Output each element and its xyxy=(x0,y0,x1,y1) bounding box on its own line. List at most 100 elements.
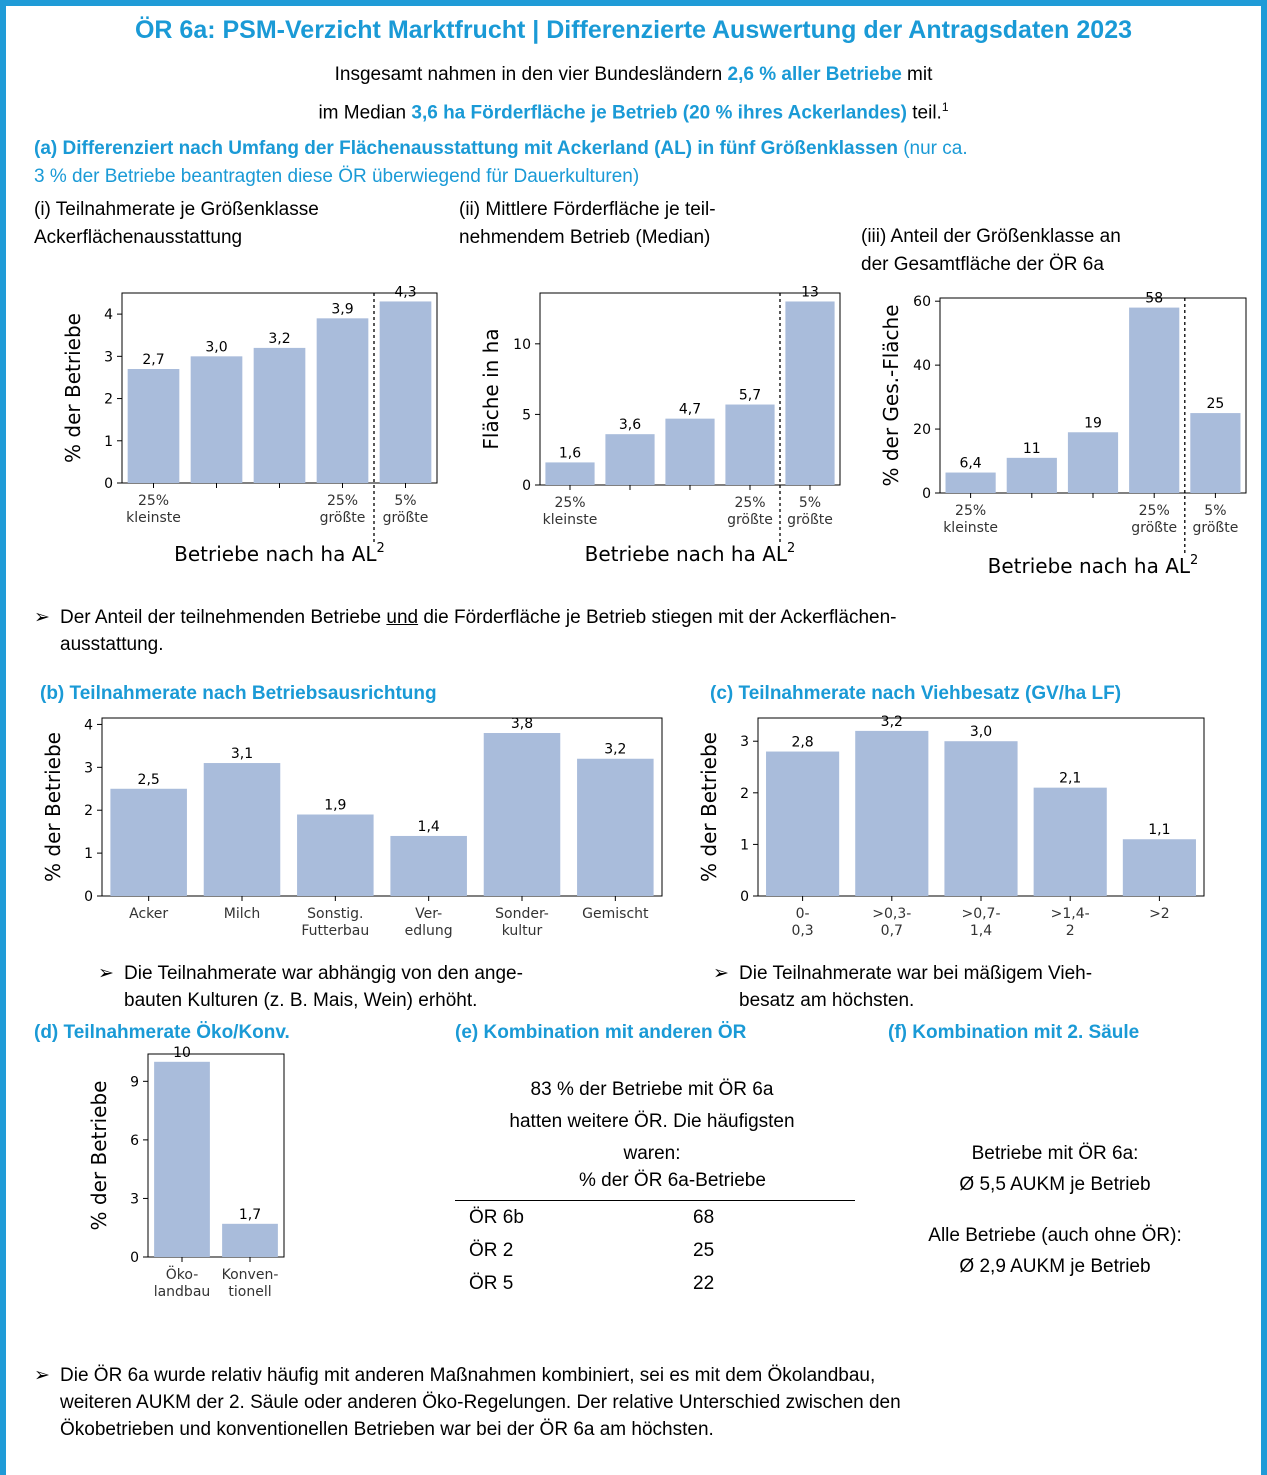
caption-line: (iii) Anteil der Größenklasse an xyxy=(861,226,1121,247)
bullet-text: Die Teilnahmerate war abhängig von den a… xyxy=(124,963,523,984)
bar-value-label: 2,5 xyxy=(138,772,160,788)
intro-text: mit xyxy=(901,64,933,85)
y-axis-label: % der Ges.-Fläche xyxy=(879,304,903,486)
intro-text: Insgesamt nahmen in den vier Bundeslände… xyxy=(334,64,728,85)
intro-line-1: Insgesamt nahmen in den vier Bundeslände… xyxy=(0,62,1267,88)
y-tick-label: 4 xyxy=(84,717,93,733)
bar xyxy=(110,788,187,896)
arrow-bullet-icon: ➢ xyxy=(34,1365,50,1386)
y-axis-label: Fläche in ha xyxy=(479,328,503,449)
y-tick-label: 2 xyxy=(84,803,93,819)
y-tick-label: 60 xyxy=(913,294,931,310)
y-tick-label: 10 xyxy=(513,337,531,353)
chart-d: 0 3 6 9 10 Öko-landbau 1,7 Konven-tionell % der … xyxy=(87,1046,285,1300)
bullet-text: besatz am höchsten. xyxy=(739,990,915,1011)
bullet-text: weiteren AUKM der 2. Säule oder anderen … xyxy=(60,1392,901,1413)
intro-line-2: im Median 3,6 ha Förderfläche je Betrieb… xyxy=(0,94,1267,126)
caption-line: (i) Teilnahmerate je Größenklasse xyxy=(34,199,319,220)
x-tick-label: Futterbau xyxy=(301,923,369,939)
y-tick-label: 40 xyxy=(913,358,931,374)
bar xyxy=(785,301,835,485)
bar xyxy=(190,356,243,483)
bullet-b: ➢ Die Teilnahmerate war abhängig von den … xyxy=(98,960,523,1014)
bullet-text: bauten Kulturen (z. B. Mais, Wein) erhöh… xyxy=(124,990,478,1011)
bullet-text: Die Teilnahmerate war bei mäßigem Vieh- xyxy=(739,963,1093,984)
table-row-name: ÖR 2 xyxy=(469,1240,514,1261)
table-row-value: 22 xyxy=(693,1273,715,1294)
bar xyxy=(766,751,840,896)
bar-value-label: 3,9 xyxy=(331,301,353,317)
x-tick-label: Konven- xyxy=(222,1267,279,1283)
x-tick-label: 5% xyxy=(1204,503,1226,519)
y-tick-label: 9 xyxy=(130,1074,139,1090)
section-e-text: 83 % der Betriebe mit ÖR 6a hatten weite… xyxy=(448,1074,856,1170)
arrow-bullet-icon: ➢ xyxy=(98,963,114,984)
chart-a-i: 012342,725%kleinste3,03,23,925%größte4,3… xyxy=(61,284,438,566)
y-tick-label: 6 xyxy=(130,1133,139,1149)
section-f-line: Ø 2,9 AUKM je Betrieb xyxy=(959,1256,1151,1277)
bar xyxy=(577,758,654,896)
y-tick-label: 3 xyxy=(84,760,93,776)
chart-a-iii: 02040606,425%kleinste11195825%größte255%… xyxy=(879,291,1247,578)
bar-value-label: 1,9 xyxy=(324,798,346,814)
section-a-heading: (a) Differenziert nach Umfang der Fläche… xyxy=(34,135,1264,191)
bar xyxy=(945,472,996,493)
plot-frame xyxy=(147,1053,285,1258)
x-tick-label: kultur xyxy=(502,923,543,939)
x-axis-label: Betriebe nach ha AL2 xyxy=(174,541,385,566)
section-b-heading: (b) Teilnahmerate nach Betriebsausrichtu… xyxy=(40,683,437,704)
bar xyxy=(1067,432,1119,493)
section-a-note: (nur ca. xyxy=(897,138,968,159)
bar xyxy=(605,434,655,485)
y-axis-label: % der Betriebe xyxy=(41,732,65,882)
bar xyxy=(1006,457,1057,493)
x-tick-label: kleinste xyxy=(543,512,598,528)
bar-value-label: 2,8 xyxy=(791,735,813,751)
x-tick-label: größte xyxy=(727,512,773,528)
bar xyxy=(379,301,432,483)
y-tick-label: 2 xyxy=(740,786,749,802)
y-tick-label: 0 xyxy=(84,889,93,905)
section-f-line: Alle Betriebe (auch ohne ÖR): xyxy=(928,1225,1182,1246)
bullet-text: Der Anteil der teilnehmenden Betriebe xyxy=(60,607,387,628)
bar-value-label: 3,6 xyxy=(619,417,641,433)
bar xyxy=(1122,839,1196,896)
x-tick-label: tionell xyxy=(228,1284,271,1300)
x-tick-label: >0,7- xyxy=(961,906,1000,922)
x-tick-label: 25% xyxy=(327,493,358,509)
x-tick-label: 0,7 xyxy=(881,923,903,939)
y-tick-label: 4 xyxy=(104,307,113,323)
bar-value-label: 13 xyxy=(801,284,819,300)
page-title: ÖR 6a: PSM-Verzicht Marktfrucht | Differ… xyxy=(134,16,1133,44)
x-tick-label: edlung xyxy=(405,923,453,939)
bar xyxy=(154,1061,210,1257)
bar xyxy=(1190,413,1241,493)
section-e-line: 83 % der Betriebe mit ÖR 6a xyxy=(530,1079,774,1100)
y-axis-label: % der Betriebe xyxy=(61,313,85,463)
bar-value-label: 4,7 xyxy=(679,402,701,418)
bar-value-label: 10 xyxy=(173,1046,191,1061)
x-tick-label: größte xyxy=(787,512,833,528)
x-tick-label: 0,3 xyxy=(791,923,813,939)
y-tick-label: 5 xyxy=(522,407,531,423)
arrow-bullet-icon: ➢ xyxy=(34,607,50,628)
table-row-value: 68 xyxy=(693,1207,715,1228)
x-tick-label: landbau xyxy=(154,1284,211,1300)
caption-line: (ii) Mittlere Förderfläche je teil- xyxy=(459,199,716,220)
y-tick-label: 0 xyxy=(740,889,749,905)
y-tick-label: 20 xyxy=(913,422,931,438)
bar-value-label: 11 xyxy=(1023,441,1041,457)
x-tick-label: Milch xyxy=(224,906,260,922)
section-f-heading: (f) Kombination mit 2. Säule xyxy=(888,1022,1140,1043)
bar-value-label: 19 xyxy=(1084,415,1102,431)
x-tick-label: 25% xyxy=(554,495,585,511)
bar xyxy=(545,462,595,485)
bullet-text: Die ÖR 6a wurde relativ häufig mit ander… xyxy=(60,1365,876,1386)
bar-value-label: 3,8 xyxy=(511,716,533,732)
y-axis-label: % der Betriebe xyxy=(87,1081,111,1231)
bar-value-label: 3,2 xyxy=(604,742,626,758)
section-e-line: waren: xyxy=(623,1143,681,1164)
x-axis-label: Betriebe nach ha AL2 xyxy=(988,553,1199,578)
x-tick-label: kleinste xyxy=(943,520,998,536)
x-tick-label: Öko- xyxy=(166,1265,199,1283)
